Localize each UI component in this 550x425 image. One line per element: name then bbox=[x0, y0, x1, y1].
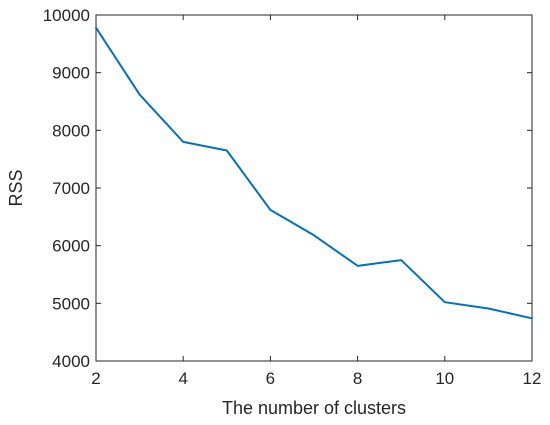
x-tick-label: 4 bbox=[178, 369, 187, 388]
y-tick-label: 5000 bbox=[52, 294, 90, 313]
rss-series-line bbox=[95, 26, 533, 320]
x-tick-label: 12 bbox=[523, 369, 542, 388]
y-tick-label: 9000 bbox=[52, 64, 90, 83]
x-axis-label: The number of clusters bbox=[222, 398, 406, 418]
x-axis-ticks: 2 4 6 8 10 12 bbox=[91, 15, 541, 388]
x-tick-label: 6 bbox=[266, 369, 275, 388]
x-tick-label: 2 bbox=[91, 369, 100, 388]
y-axis-label: RSS bbox=[6, 169, 26, 206]
y-axis-ticks: 4000 5000 6000 7000 8000 9000 10000 bbox=[43, 6, 532, 371]
plot-frame bbox=[95, 14, 533, 362]
series-layer bbox=[95, 26, 533, 320]
x-tick-label: 8 bbox=[353, 369, 362, 388]
y-tick-label: 10000 bbox=[43, 6, 90, 25]
plot-area bbox=[95, 14, 533, 362]
y-tick-label: 4000 bbox=[52, 352, 90, 371]
x-tick-label: 10 bbox=[435, 369, 454, 388]
y-tick-label: 6000 bbox=[52, 237, 90, 256]
y-tick-label: 7000 bbox=[52, 179, 90, 198]
y-tick-label: 8000 bbox=[52, 121, 90, 140]
